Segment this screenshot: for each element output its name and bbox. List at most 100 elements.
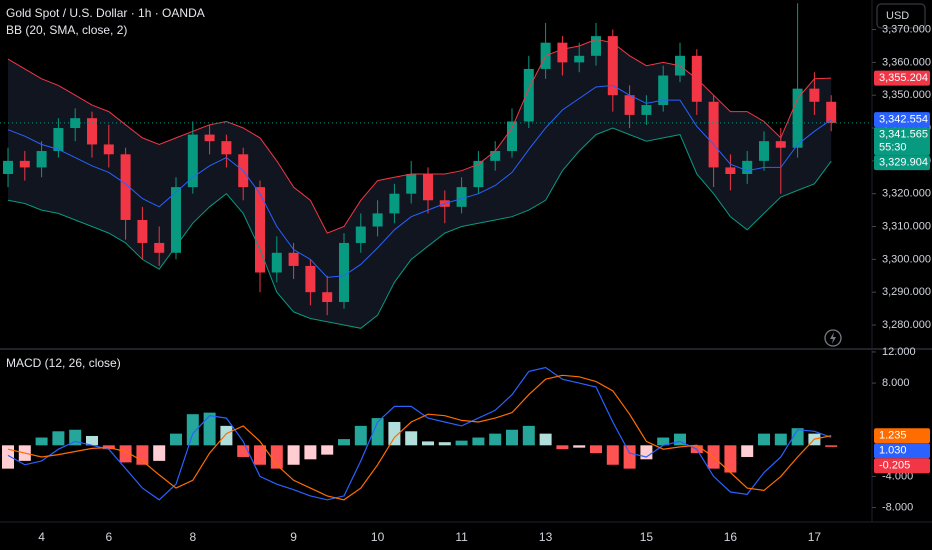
candle-body bbox=[792, 88, 803, 148]
symbol-title: Gold Spot / U.S. Dollar · 1h · OANDA bbox=[6, 6, 205, 20]
histogram-bar bbox=[758, 433, 770, 446]
macd-line bbox=[7, 366, 832, 501]
candle-body bbox=[423, 174, 433, 201]
histogram-bar bbox=[237, 445, 250, 457]
histogram-bar bbox=[153, 445, 166, 461]
histogram-bar bbox=[203, 412, 216, 446]
candle-body bbox=[557, 42, 568, 63]
candle-body bbox=[523, 68, 534, 122]
price-tag bbox=[874, 443, 930, 459]
y-tick-label: 3,280.000 bbox=[882, 319, 931, 331]
candle-body bbox=[456, 187, 467, 207]
y-tick-label: 3,290.000 bbox=[882, 286, 931, 298]
histogram-bar bbox=[304, 445, 317, 460]
histogram-bar bbox=[2, 445, 14, 469]
candle-body bbox=[507, 121, 517, 152]
x-tick-label: 10 bbox=[371, 530, 385, 544]
y-tick-label: -4.000 bbox=[882, 470, 913, 482]
histogram-bar bbox=[254, 445, 266, 465]
histogram-bar bbox=[522, 425, 535, 446]
candle-body bbox=[658, 75, 669, 106]
histogram-bar bbox=[405, 431, 418, 446]
candle-body bbox=[255, 187, 265, 273]
candle-body bbox=[87, 118, 97, 145]
x-tick-label: 16 bbox=[724, 530, 738, 544]
candle-body bbox=[204, 134, 215, 142]
candle-body bbox=[19, 160, 30, 168]
price-tag bbox=[874, 155, 930, 171]
histogram-bar bbox=[186, 414, 199, 446]
y-tick-label: 8.000 bbox=[882, 377, 910, 389]
price-tag-label: 3,341.565 bbox=[879, 129, 928, 141]
currency-button[interactable] bbox=[876, 3, 926, 29]
histogram-bar bbox=[438, 442, 451, 446]
candle-body bbox=[36, 151, 47, 168]
y-tick-label: 12.000 bbox=[882, 346, 916, 358]
candle-body bbox=[624, 95, 635, 115]
bb-line bbox=[7, 127, 832, 329]
price-tag bbox=[874, 127, 930, 156]
candle-body bbox=[406, 174, 417, 194]
bb-line bbox=[7, 84, 832, 278]
candle-body bbox=[591, 36, 601, 56]
candle-body bbox=[171, 187, 181, 253]
histogram-bar bbox=[657, 437, 670, 446]
histogram-bar bbox=[270, 445, 283, 469]
histogram-bar bbox=[489, 433, 502, 446]
candle-body bbox=[305, 265, 316, 293]
histogram-bar bbox=[472, 437, 485, 446]
histogram-bar bbox=[774, 433, 787, 446]
x-tick-label: 15 bbox=[640, 530, 654, 544]
histogram-bar bbox=[35, 437, 48, 446]
y-tick-label: 3,300.000 bbox=[882, 253, 931, 265]
currency-label[interactable]: USD bbox=[886, 10, 909, 22]
x-tick-label: 17 bbox=[808, 530, 822, 544]
histogram-bar bbox=[539, 433, 552, 446]
histogram-bar bbox=[556, 445, 569, 450]
histogram-bar bbox=[422, 441, 434, 446]
histogram-bar bbox=[791, 428, 804, 446]
candle-body bbox=[759, 141, 769, 161]
price-tag bbox=[874, 70, 930, 86]
y-tick-label: -8.000 bbox=[882, 501, 913, 513]
price-tag-label: 3,355.204 bbox=[879, 72, 928, 84]
candle-body bbox=[288, 252, 299, 266]
candle-body bbox=[809, 88, 820, 102]
candle-body bbox=[607, 36, 618, 96]
histogram-bar bbox=[338, 439, 350, 446]
histogram-bar bbox=[321, 445, 334, 455]
histogram-bar bbox=[287, 445, 300, 465]
candle-body bbox=[322, 292, 333, 303]
price-tag-label: 3,329.904 bbox=[879, 157, 928, 169]
y-tick-label: 3,350.000 bbox=[882, 89, 931, 101]
x-tick-label: 11 bbox=[455, 530, 468, 544]
macd-line bbox=[7, 374, 832, 501]
histogram-bar bbox=[86, 435, 98, 446]
x-tick-label: 13 bbox=[539, 530, 553, 544]
price-tag bbox=[874, 112, 930, 128]
histogram-bar bbox=[741, 445, 754, 457]
histogram-bar bbox=[506, 429, 518, 446]
candle-body bbox=[271, 252, 282, 273]
histogram-bar bbox=[674, 433, 686, 446]
candle-body bbox=[742, 160, 753, 174]
histogram-bar bbox=[354, 425, 367, 446]
y-tick-label: 3,370.000 bbox=[882, 23, 931, 35]
candle-body bbox=[70, 118, 81, 129]
candle-body bbox=[355, 226, 366, 243]
histogram-bar bbox=[388, 421, 401, 446]
candle-body bbox=[3, 160, 13, 174]
histogram-bar bbox=[371, 418, 384, 446]
lightning-icon[interactable] bbox=[824, 329, 842, 347]
histogram-bar bbox=[52, 431, 65, 446]
price-tag bbox=[874, 458, 930, 474]
histogram-bar bbox=[724, 445, 737, 473]
price-tag-label: 1.235 bbox=[879, 430, 907, 442]
candle-body bbox=[490, 151, 501, 161]
histogram-bar bbox=[573, 445, 586, 448]
y-tick-label: 3,310.000 bbox=[882, 220, 931, 232]
histogram-bar bbox=[220, 425, 233, 446]
y-tick-label: 3,360.000 bbox=[882, 56, 931, 68]
